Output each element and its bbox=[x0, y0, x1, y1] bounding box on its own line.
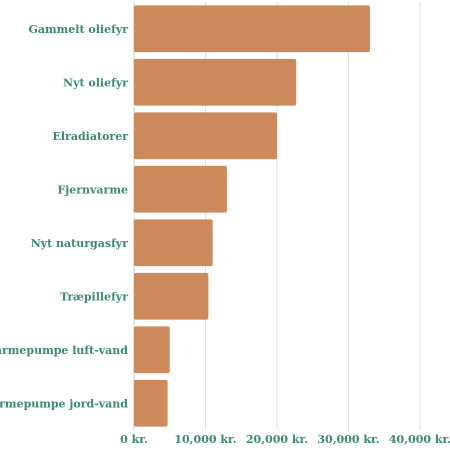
category-labels: Gammelt oliefyr Nyt oliefyr Elradiatorer Fj… bbox=[0, 23, 128, 411]
category-label: Fjernvarme bbox=[57, 183, 128, 196]
bar bbox=[134, 165, 227, 213]
bar bbox=[134, 272, 209, 320]
bars bbox=[134, 5, 370, 427]
x-tick-label: 20,000 kr. bbox=[246, 433, 308, 446]
bar bbox=[134, 5, 370, 53]
category-label: Varmepumpe luft-vand bbox=[0, 344, 128, 357]
category-label: Varmepumpe jord-vand bbox=[0, 397, 128, 410]
x-tick-labels: 0 kr. 10,000 kr. 20,000 kr. 30,000 kr. 40,00… bbox=[120, 433, 450, 446]
category-label: Gammelt oliefyr bbox=[29, 23, 129, 36]
x-tick-label: 30,000 kr. bbox=[317, 433, 379, 446]
category-label: Træpillefyr bbox=[60, 290, 128, 303]
bar bbox=[134, 326, 170, 374]
bar bbox=[134, 112, 277, 160]
category-label: Nyt naturgasfyr bbox=[31, 237, 128, 250]
category-label: Elradiatorer bbox=[53, 130, 129, 143]
bar bbox=[134, 219, 213, 267]
bar bbox=[134, 379, 168, 427]
category-label: Nyt oliefyr bbox=[63, 76, 128, 89]
x-tick-label: 0 kr. bbox=[120, 433, 148, 446]
bar bbox=[134, 58, 297, 106]
x-tick-label: 40,000 kr. bbox=[389, 433, 450, 446]
x-tick-label: 10,000 kr. bbox=[174, 433, 236, 446]
